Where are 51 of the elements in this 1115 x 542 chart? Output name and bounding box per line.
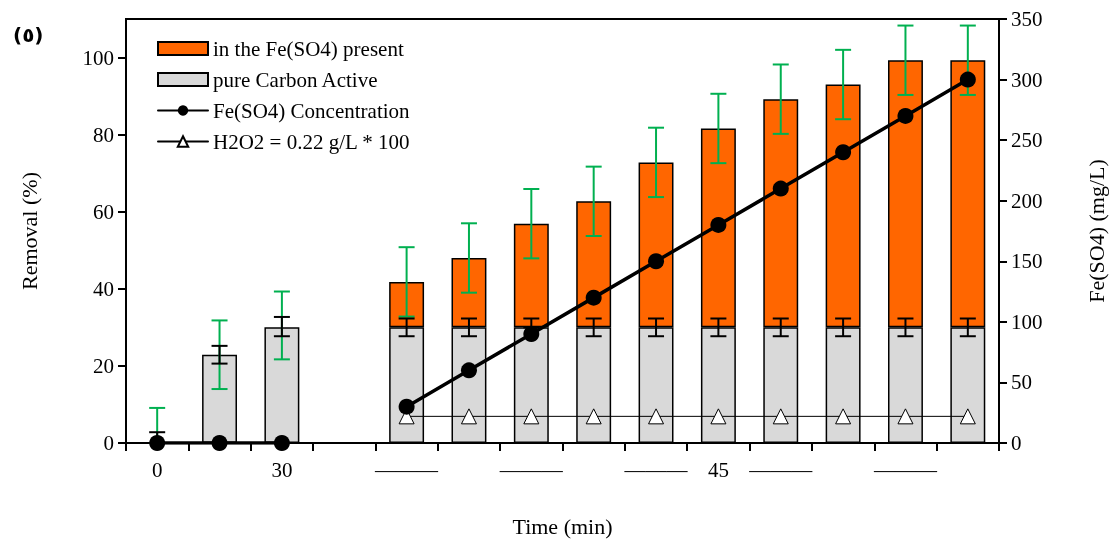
- y2-tick-label: 100: [1011, 309, 1043, 334]
- point: [897, 107, 914, 124]
- chart-title: (٥): [13, 23, 44, 47]
- y2-tick-label: 50: [1011, 370, 1032, 395]
- point: [585, 408, 602, 425]
- x-tick-label: 0: [151, 457, 163, 482]
- x-tick-label: 45: [707, 457, 729, 482]
- legend-label: H2O2 = 0.22 g/L * 100: [213, 129, 410, 154]
- legend-label: in the Fe(SO4) present: [213, 36, 404, 61]
- x-tick-label: ———: [498, 457, 564, 482]
- point: [710, 216, 727, 233]
- x-tick-label: ———: [374, 457, 440, 482]
- y2-tick-label: 200: [1011, 188, 1043, 213]
- point: [460, 362, 477, 379]
- y2-tick-label: 0: [1011, 431, 1022, 455]
- point: [523, 408, 540, 425]
- point: [585, 289, 602, 306]
- y-tick-label: 40: [93, 276, 114, 301]
- y-tick-label: 20: [93, 353, 114, 378]
- point: [648, 408, 665, 425]
- y2-axis-title: Fe(SO4) (mg/L): [1083, 159, 1109, 303]
- point: [211, 435, 228, 451]
- point: [897, 408, 914, 425]
- x-tick-label: 30: [271, 457, 293, 482]
- point: [273, 435, 290, 451]
- y-tick-label: 80: [93, 122, 114, 147]
- point: [710, 408, 727, 425]
- x-tick-label: ———: [623, 457, 689, 482]
- point: [648, 253, 665, 270]
- point: [772, 180, 789, 197]
- point: [835, 408, 852, 425]
- legend-label: Fe(SO4) Concentration: [213, 98, 411, 123]
- y-tick-label: 0: [103, 431, 114, 455]
- y-tick-label: 60: [93, 199, 114, 224]
- point: [149, 435, 166, 451]
- point: [460, 408, 477, 425]
- point: [835, 144, 852, 161]
- y2-tick-label: 300: [1011, 67, 1043, 92]
- x-axis-title: Time (min): [512, 513, 613, 539]
- point: [959, 71, 976, 88]
- y2-tick-label: 350: [1011, 7, 1043, 31]
- y-tick-label: 100: [82, 45, 114, 70]
- point: [772, 408, 789, 425]
- point: [398, 398, 415, 415]
- y2-tick-label: 150: [1011, 249, 1043, 274]
- x-tick-label: ———: [748, 457, 814, 482]
- x-tick-label: ———: [872, 457, 938, 482]
- legend-label: pure Carbon Active: [213, 67, 378, 92]
- y2-tick-label: 250: [1011, 128, 1043, 153]
- y-axis-title: Removal (%): [16, 172, 42, 290]
- point: [959, 408, 976, 425]
